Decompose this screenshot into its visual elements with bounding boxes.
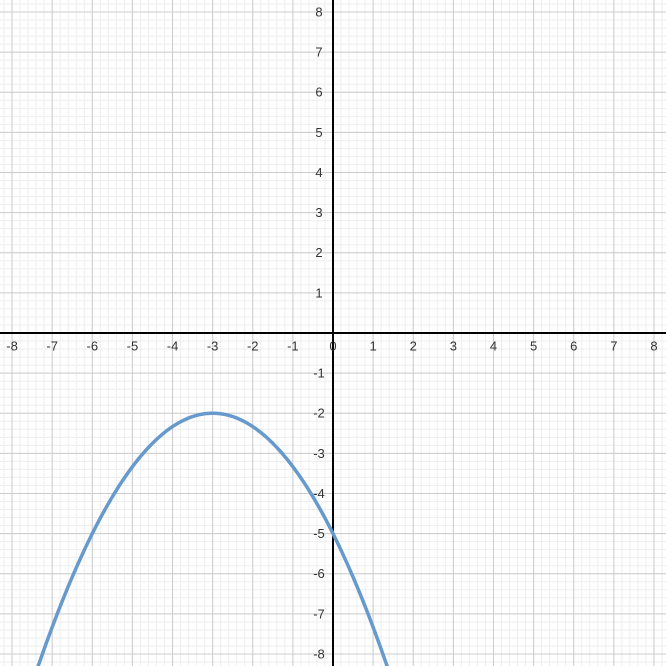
x-tick-label: 0 <box>329 338 336 353</box>
y-tick-label: 7 <box>315 45 322 60</box>
y-tick-label: -7 <box>313 606 325 621</box>
x-tick-label: 3 <box>450 338 457 353</box>
y-tick-label: 8 <box>315 4 322 19</box>
x-tick-label: -1 <box>287 338 299 353</box>
x-tick-label: -2 <box>247 338 259 353</box>
x-tick-label: -6 <box>86 338 98 353</box>
x-tick-label: -8 <box>6 338 18 353</box>
y-tick-label: -3 <box>313 446 325 461</box>
y-tick-label: 5 <box>315 125 322 140</box>
y-tick-label: -2 <box>313 406 325 421</box>
y-tick-label: 2 <box>315 245 322 260</box>
y-tick-label: -6 <box>313 566 325 581</box>
x-tick-label: 4 <box>490 338 497 353</box>
x-tick-label: -3 <box>207 338 219 353</box>
parabola-chart: -8 -7 -6 -5 -4 -3 -2 -1 0 1 2 3 4 5 6 7 8 -8 -7 -6 -5 -4 -3 -2 -… <box>0 0 666 666</box>
y-tick-label: 4 <box>315 165 322 180</box>
y-tick-label: 1 <box>315 285 322 300</box>
x-tick-label: -7 <box>46 338 58 353</box>
chart-container: -8 -7 -6 -5 -4 -3 -2 -1 0 1 2 3 4 5 6 7 8 -8 -7 -6 -5 -4 -3 -2 -… <box>0 0 666 666</box>
y-tick-label: -1 <box>313 366 325 381</box>
x-tick-label: -5 <box>127 338 139 353</box>
x-tick-label: 1 <box>370 338 377 353</box>
y-tick-label: -4 <box>313 486 325 501</box>
x-tick-label: 8 <box>650 338 657 353</box>
x-tick-label: 6 <box>570 338 577 353</box>
y-tick-label: 6 <box>315 85 322 100</box>
x-tick-label: 5 <box>530 338 537 353</box>
x-tick-label: -4 <box>167 338 179 353</box>
x-tick-label: 7 <box>610 338 617 353</box>
y-tick-label: -5 <box>313 526 325 541</box>
y-tick-label: 3 <box>315 205 322 220</box>
x-tick-label: 2 <box>410 338 417 353</box>
y-tick-label: -8 <box>313 646 325 661</box>
